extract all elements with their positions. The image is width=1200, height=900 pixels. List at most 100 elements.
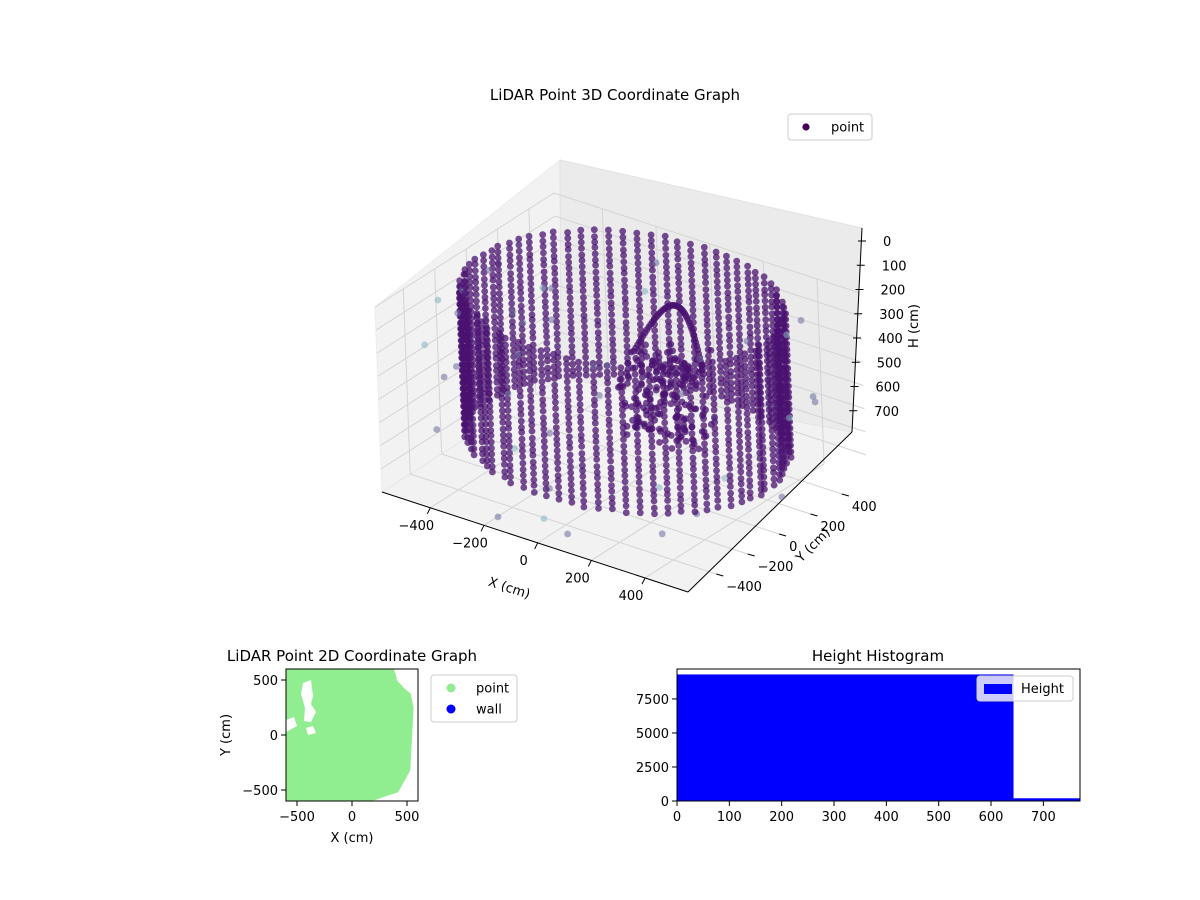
point-mark: [760, 279, 768, 287]
point-mark: [677, 345, 685, 353]
point-mark: [663, 287, 671, 295]
point-mark: [527, 392, 535, 400]
point-mark: [516, 260, 523, 267]
point-mark: [735, 306, 742, 313]
point-mark: [567, 469, 575, 477]
point-mark: [688, 270, 695, 278]
point-mark: [703, 298, 710, 305]
point-mark: [678, 352, 685, 360]
point-mark: [530, 470, 537, 477]
point-mark: [702, 432, 710, 440]
point-mark: [701, 261, 709, 269]
point-mark: [508, 294, 515, 301]
point-mark: [565, 270, 573, 278]
point-mark: [593, 456, 601, 463]
point-mark: [749, 389, 756, 396]
point-mark: [636, 314, 644, 322]
point-mark: [484, 365, 492, 372]
point-mark: [607, 451, 614, 459]
point-mark: [680, 416, 688, 423]
point-mark: [713, 473, 721, 481]
point-mark: [569, 360, 576, 368]
point-mark: [727, 368, 735, 375]
point-mark: [649, 286, 657, 293]
point-mark: [724, 424, 732, 431]
point-mark: [482, 317, 490, 325]
point-mark: [811, 398, 819, 406]
point-mark: [623, 422, 631, 430]
point-mark: [505, 443, 513, 451]
point-mark: [565, 408, 572, 415]
point-mark: [649, 266, 656, 274]
point-mark: [517, 411, 525, 418]
point-mark: [499, 386, 507, 393]
point-mark: [702, 487, 710, 495]
point-mark: [692, 379, 700, 387]
point-mark: [647, 231, 655, 239]
point-mark: [566, 457, 574, 465]
point-mark: [488, 444, 495, 452]
point-mark: [528, 416, 535, 424]
point-mark: [728, 397, 736, 404]
point-mark: [692, 405, 700, 413]
point-mark: [467, 433, 475, 441]
point-mark: [769, 316, 776, 324]
point-mark: [605, 226, 612, 234]
point-mark: [738, 492, 746, 500]
point-mark: [631, 377, 639, 385]
point-mark: [590, 378, 598, 386]
point-mark: [531, 376, 538, 384]
point-mark: [476, 400, 484, 408]
point-mark: [564, 246, 572, 253]
point-mark: [712, 253, 720, 261]
point-mark: [511, 445, 518, 452]
point-mark: [609, 341, 617, 349]
point-mark: [552, 424, 560, 431]
point-mark: [567, 463, 574, 471]
point-mark: [653, 375, 660, 383]
point-mark: [608, 317, 616, 325]
point-mark: [650, 486, 657, 494]
x-tick-label-3d: −200: [452, 536, 488, 551]
point-mark: [540, 274, 548, 282]
point-mark: [783, 423, 791, 431]
point-mark: [520, 484, 528, 491]
point-mark: [778, 418, 785, 426]
point-mark: [505, 437, 513, 445]
point-mark: [785, 414, 793, 422]
point-mark: [466, 415, 473, 423]
point-mark: [747, 359, 755, 367]
point-mark: [469, 362, 477, 369]
point-mark: [619, 233, 627, 241]
point-mark: [648, 242, 655, 250]
point-mark: [554, 342, 561, 350]
point-mark: [491, 313, 498, 321]
point-mark: [770, 352, 778, 359]
point-mark: [482, 427, 490, 435]
point-mark: [664, 300, 672, 307]
point-mark: [470, 374, 477, 381]
point-mark: [687, 240, 694, 248]
point-mark: [690, 331, 698, 339]
point-mark: [619, 412, 626, 419]
point-mark: [705, 370, 713, 377]
point-mark: [691, 360, 699, 368]
point-mark: [594, 498, 602, 506]
point-mark: [679, 377, 686, 384]
point-mark: [485, 395, 493, 403]
point-mark: [738, 487, 745, 494]
point-mark: [604, 379, 611, 387]
point-mark: [581, 335, 589, 343]
point-mark: [566, 451, 574, 459]
histogram-bar: [677, 674, 1014, 801]
point-mark: [568, 493, 575, 501]
point-mark: [467, 438, 475, 446]
x-tick-label-3d: 200: [565, 571, 590, 586]
point-mark: [516, 272, 524, 280]
point-mark: [581, 323, 588, 331]
point-mark: [705, 364, 713, 371]
point-mark: [592, 275, 600, 282]
point-mark: [610, 371, 618, 378]
point-mark: [701, 256, 709, 264]
point-mark: [607, 469, 615, 477]
